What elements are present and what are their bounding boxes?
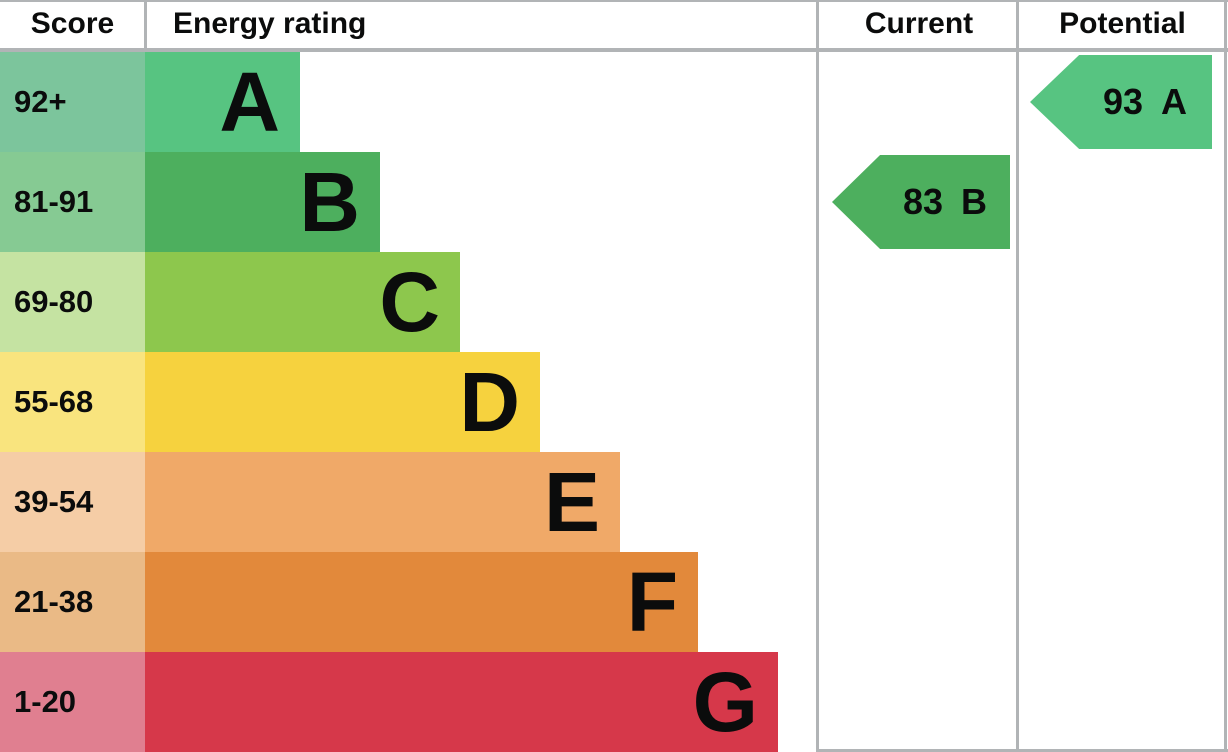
band-letter: C (379, 255, 440, 349)
band-row-a: 92+ A (0, 52, 818, 152)
potential-rating-score: 93 (1102, 81, 1144, 122)
energy-band-bar: D (145, 352, 540, 452)
band-row-d: 55-68 D (0, 352, 818, 452)
band-row-b: 81-91 B (0, 152, 818, 252)
chart-right-border (1224, 0, 1227, 752)
energy-band-bar: E (145, 452, 620, 552)
energy-band-bar: G (145, 652, 778, 752)
band-letter: D (459, 355, 520, 449)
score-column-header: Score (0, 0, 145, 48)
score-range-label: 81-91 (0, 152, 145, 252)
current-column-header: Current (821, 0, 1017, 48)
current-rating-band: B (961, 181, 988, 222)
potential-rating-band: A (1161, 81, 1188, 122)
potential-column-left-border (1016, 0, 1019, 752)
current-rating-arrow: 83 B (832, 155, 1010, 249)
score-range-label: 55-68 (0, 352, 145, 452)
potential-rating-arrow: 93 A (1030, 55, 1212, 149)
potential-column-header: Potential (1021, 0, 1224, 48)
band-letter: E (543, 455, 600, 549)
energy-band-bar: A (145, 52, 300, 152)
energy-rating-column-header: Energy rating (148, 0, 833, 48)
band-letter: G (692, 655, 758, 749)
band-letter: B (299, 155, 360, 249)
current-rating-score: 83 (902, 181, 944, 222)
energy-band-bar: C (145, 252, 460, 352)
band-row-e: 39-54 E (0, 452, 818, 552)
energy-band-bar: F (145, 552, 698, 652)
score-range-label: 21-38 (0, 552, 145, 652)
band-row-f: 21-38 F (0, 552, 818, 652)
score-header-separator-line (144, 0, 147, 48)
score-range-label: 1-20 (0, 652, 145, 752)
score-range-label: 39-54 (0, 452, 145, 552)
energy-band-rows: 92+ A 81-91 B 69-80 C 55-68 D 39-54 E 21… (0, 52, 818, 752)
score-range-label: 92+ (0, 52, 145, 152)
band-letter: A (219, 55, 280, 149)
header-underline (0, 48, 1228, 52)
current-column-left-border (816, 0, 819, 752)
energy-band-bar: B (145, 152, 380, 252)
score-range-label: 69-80 (0, 252, 145, 352)
top-border-line (0, 0, 1228, 2)
band-letter: F (626, 555, 678, 649)
band-row-g: 1-20 G (0, 652, 818, 752)
band-row-c: 69-80 C (0, 252, 818, 352)
chart-bottom-border (816, 749, 1228, 752)
